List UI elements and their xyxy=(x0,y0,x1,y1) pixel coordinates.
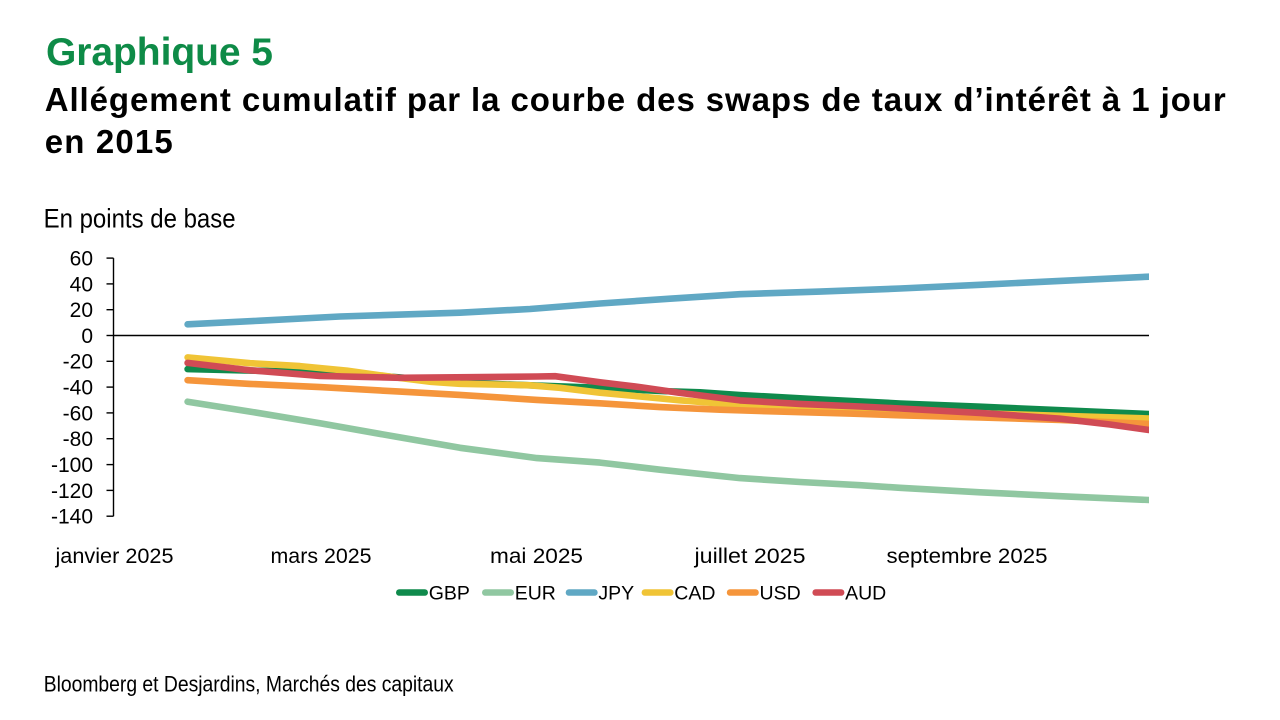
svg-text:USD: USD xyxy=(760,583,801,605)
svg-text:EUR: EUR xyxy=(515,583,556,605)
svg-text:-20: -20 xyxy=(63,351,93,374)
svg-text:60: 60 xyxy=(70,248,93,271)
svg-text:-80: -80 xyxy=(63,428,93,451)
svg-text:20: 20 xyxy=(70,299,93,322)
svg-text:JPY: JPY xyxy=(598,583,634,605)
svg-text:Bloomberg et Desjardins, March: Bloomberg et Desjardins, Marchés des cap… xyxy=(44,672,455,697)
svg-text:mai 2025: mai 2025 xyxy=(490,545,583,568)
svg-text:0: 0 xyxy=(81,325,93,348)
svg-text:AUD: AUD xyxy=(845,583,886,605)
svg-text:-40: -40 xyxy=(63,377,93,400)
svg-text:-100: -100 xyxy=(51,454,93,477)
svg-text:En points de base: En points de base xyxy=(44,204,236,234)
svg-text:-120: -120 xyxy=(51,480,93,503)
svg-text:Graphique 5: Graphique 5 xyxy=(46,31,273,74)
svg-text:GBP: GBP xyxy=(429,583,470,605)
svg-text:janvier 2025: janvier 2025 xyxy=(54,545,173,568)
svg-text:juillet 2025: juillet 2025 xyxy=(693,545,805,568)
svg-text:CAD: CAD xyxy=(674,583,715,605)
svg-text:Allégement cumulatif par la co: Allégement cumulatif par la courbe des s… xyxy=(45,81,1226,118)
svg-text:-140: -140 xyxy=(51,506,93,529)
svg-text:septembre 2025: septembre 2025 xyxy=(887,545,1048,568)
svg-text:40: 40 xyxy=(70,273,93,296)
svg-text:-60: -60 xyxy=(63,402,93,425)
svg-text:en 2015: en 2015 xyxy=(45,123,173,160)
svg-text:mars 2025: mars 2025 xyxy=(271,545,372,568)
